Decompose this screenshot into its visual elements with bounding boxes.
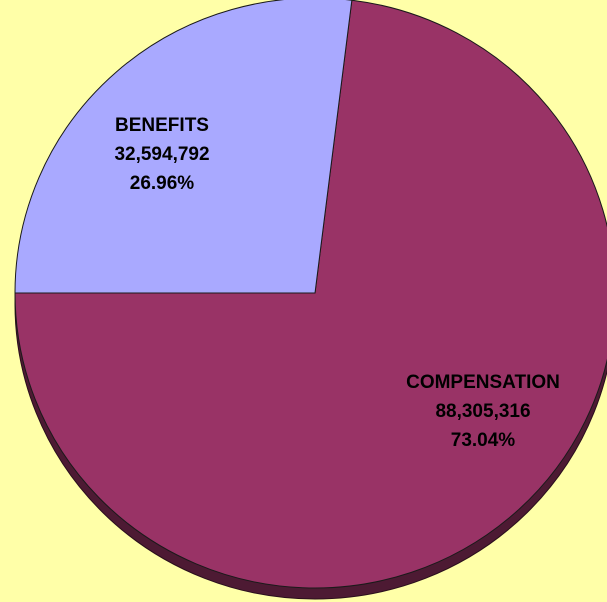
pie-slice-benefits [14,0,353,294]
benefits-label: BENEFITS [115,115,209,136]
compensation-percent: 73.04% [451,430,516,451]
compensation-label: COMPENSATION [406,372,560,393]
compensation-value: 88,305,316 [435,401,530,422]
benefits-percent: 26.96% [130,173,195,194]
benefits-value: 32,594,792 [114,144,209,165]
pie-slice-compensation [14,0,607,589]
